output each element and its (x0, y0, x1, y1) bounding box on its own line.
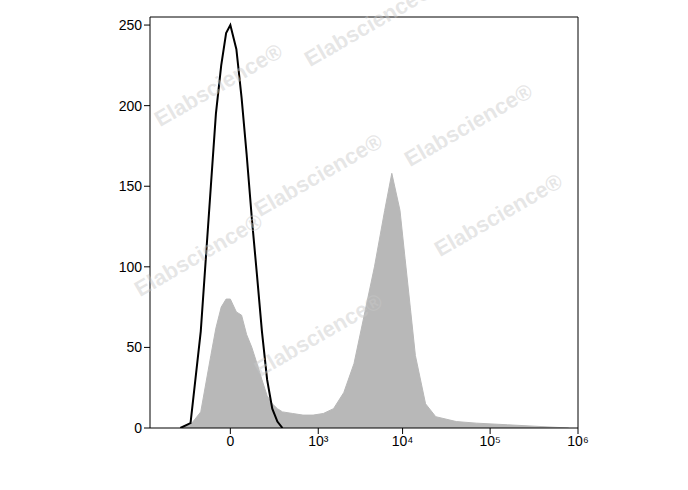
svg-text:100: 100 (119, 259, 143, 275)
svg-text:0: 0 (226, 433, 234, 449)
svg-text:10³: 10³ (308, 433, 329, 449)
svg-text:200: 200 (119, 98, 143, 114)
svg-text:10⁴: 10⁴ (392, 433, 414, 449)
svg-text:10⁵: 10⁵ (479, 433, 500, 449)
svg-text:50: 50 (126, 339, 142, 355)
svg-text:150: 150 (119, 178, 143, 194)
svg-text:250: 250 (119, 17, 143, 33)
svg-text:10⁶: 10⁶ (567, 433, 588, 449)
svg-text:0: 0 (134, 420, 142, 436)
